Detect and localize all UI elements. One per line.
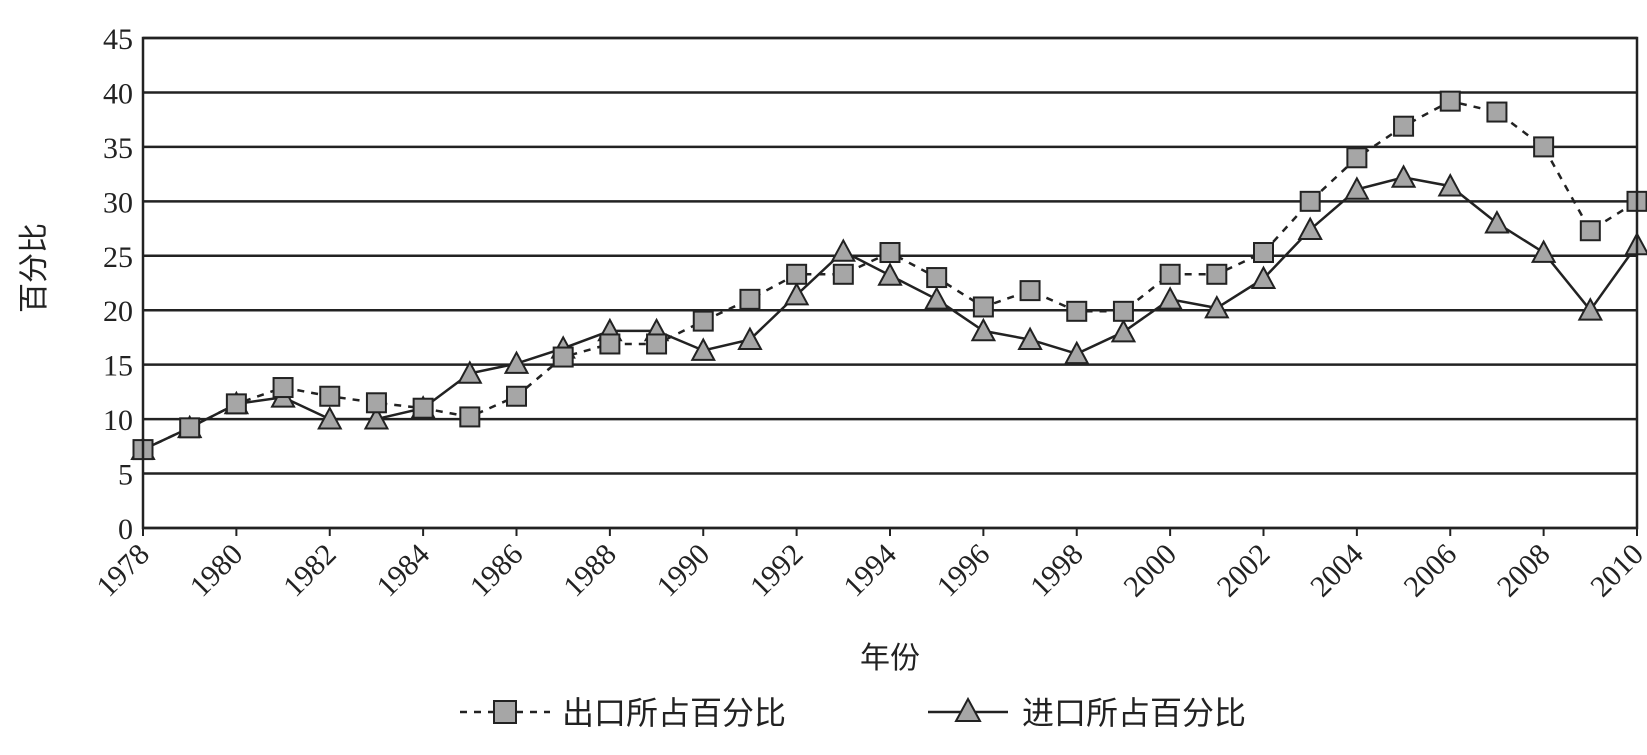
data-point-triangle: [877, 262, 903, 286]
series-export: [132, 90, 1647, 461]
data-point-triangle: [1530, 239, 1557, 263]
legend-import-triangle-marker: [954, 696, 982, 722]
legend-import-label: 进口所占百分比: [1022, 694, 1246, 732]
data-point-triangle: [1017, 326, 1043, 350]
legend: 出口所占百分比 进口所占百分比: [460, 694, 1246, 732]
data-point-square: [1579, 220, 1601, 242]
y-tick-label: 10: [103, 404, 133, 437]
data-point-triangle: [970, 317, 997, 342]
data-point-triangle: [690, 337, 716, 361]
x-tick-label: 1978: [90, 538, 156, 604]
x-tick-label: 2008: [1491, 538, 1557, 604]
data-point-square: [692, 310, 714, 332]
data-point-triangle: [1250, 265, 1277, 289]
data-point-square: [646, 333, 668, 355]
data-point-square: [552, 346, 574, 368]
data-point-triangle: [1110, 318, 1137, 343]
x-tick-label: 1984: [370, 538, 436, 604]
data-point-square: [1253, 242, 1274, 264]
y-tick-label: 0: [118, 513, 133, 546]
data-point-square: [1346, 147, 1368, 169]
x-tick-label: 1982: [277, 538, 343, 604]
y-tick-label: 35: [103, 132, 133, 165]
legend-export-square-marker: [493, 700, 517, 724]
series-import: [130, 164, 1647, 460]
y-tick-label: 30: [103, 186, 133, 219]
data-point-square: [1486, 101, 1508, 123]
x-tick-label: 1988: [557, 538, 623, 604]
data-point-square: [1393, 115, 1415, 137]
data-point-triangle: [737, 326, 763, 350]
data-point-square: [459, 406, 481, 428]
x-tick-label: 1980: [184, 538, 250, 604]
x-tick-label: 1992: [744, 538, 810, 604]
data-point-triangle: [317, 406, 343, 430]
x-tick-label: 2010: [1584, 538, 1647, 604]
data-point-square: [1299, 190, 1321, 212]
data-point-square: [786, 263, 808, 285]
data-point-triangle: [457, 360, 483, 384]
legend-entry-export: 出口所占百分比: [460, 694, 786, 732]
data-point-square: [225, 393, 247, 415]
data-point-square: [1112, 300, 1134, 322]
data-point-square: [832, 263, 854, 285]
data-point-triangle: [363, 406, 390, 430]
x-axis-label: 年份: [860, 641, 920, 676]
data-point-square: [1066, 300, 1088, 322]
x-tick-label: 1996: [931, 538, 997, 604]
data-point-triangle: [1344, 176, 1370, 200]
data-point-triangle: [830, 238, 856, 262]
x-tick-label: 1990: [650, 538, 716, 604]
x-tick-label: 1986: [464, 538, 530, 604]
data-point-triangle: [1390, 164, 1417, 188]
data-point-square: [506, 385, 527, 407]
data-point-square: [1206, 263, 1228, 285]
x-tick-label: 1994: [837, 538, 903, 604]
series-layer: [130, 90, 1647, 461]
data-point-triangle: [1064, 340, 1090, 365]
y-tick-label: 45: [103, 23, 133, 56]
y-axis-ticks: 0 5 10 15 20 25 30 35 40 45: [103, 23, 133, 546]
data-point-square: [972, 296, 994, 318]
data-point-square: [1019, 280, 1041, 302]
data-point-triangle: [503, 350, 530, 374]
legend-entry-import: 进口所占百分比: [928, 694, 1246, 732]
data-point-square: [739, 288, 761, 310]
data-point-triangle: [783, 281, 810, 306]
x-axis-ticks: 1978 1980 1982 1984 1986 1988 1990 1992 1994 1996…: [90, 528, 1647, 603]
data-point-square: [1533, 136, 1555, 158]
data-point-square: [365, 392, 387, 414]
data-point-triangle: [1157, 286, 1183, 310]
legend-export-label: 出口所占百分比: [562, 694, 786, 732]
data-point-triangle: [924, 286, 950, 310]
data-point-square: [319, 385, 341, 407]
x-tick-label: 2004: [1304, 538, 1370, 604]
data-point-triangle: [1204, 294, 1230, 319]
x-tick-label: 2006: [1397, 538, 1463, 604]
data-point-triangle: [1484, 210, 1510, 234]
x-tick-label: 1998: [1024, 538, 1090, 604]
data-point-square: [179, 417, 201, 439]
x-tick-label: 2002: [1211, 538, 1277, 604]
y-tick-label: 25: [103, 241, 133, 274]
data-point-triangle: [1437, 172, 1463, 197]
data-point-triangle: [1577, 297, 1603, 321]
data-point-square: [412, 397, 434, 419]
y-tick-label: 15: [103, 350, 133, 383]
data-point-square: [1159, 263, 1181, 285]
plot-area-frame: [141, 36, 1639, 530]
data-point-square: [1439, 90, 1461, 112]
data-point-square: [879, 242, 901, 264]
data-point-triangle: [1297, 216, 1323, 240]
data-point-square: [272, 377, 294, 399]
x-tick-label: 2000: [1117, 538, 1183, 604]
y-axis-label: 百分比: [17, 223, 52, 313]
data-point-square: [926, 267, 948, 289]
y-tick-label: 20: [103, 295, 133, 328]
y-tick-label: 5: [118, 459, 133, 492]
y-tick-label: 40: [103, 77, 133, 110]
data-point-square: [599, 333, 621, 355]
